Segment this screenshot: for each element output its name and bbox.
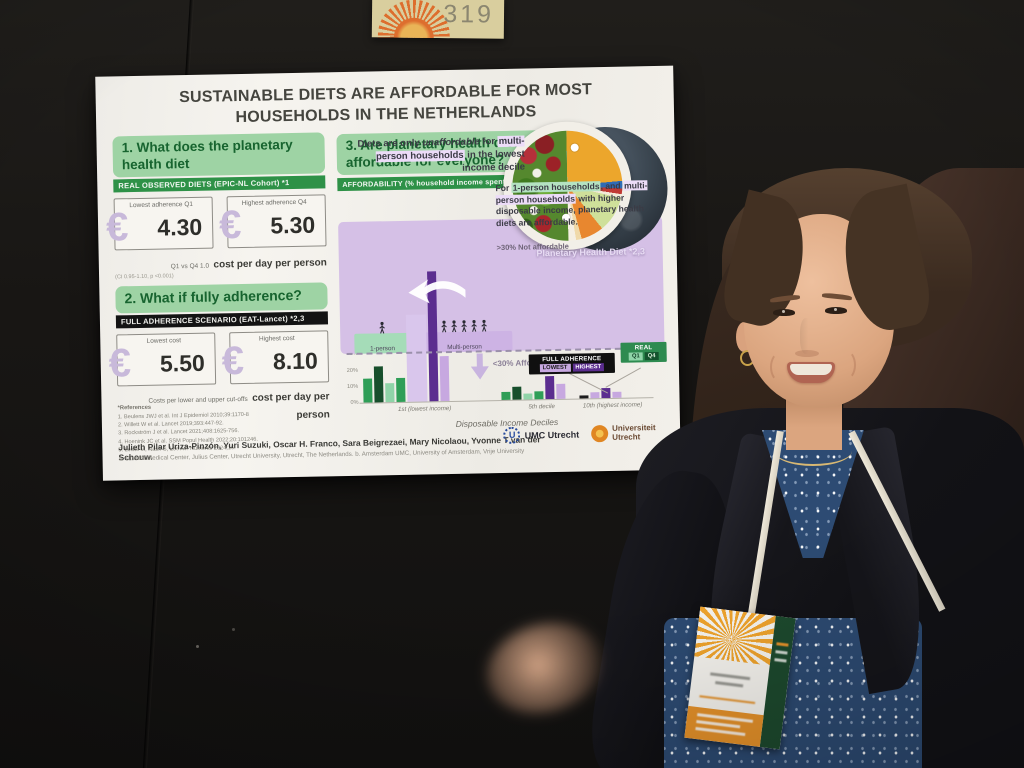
badge-name-line [710, 672, 751, 681]
badge-name-line [715, 681, 744, 687]
teeth [790, 364, 832, 375]
smile [787, 362, 835, 383]
person-icon [354, 321, 410, 335]
person-icon [416, 319, 512, 334]
eye [773, 309, 795, 316]
arrow-left-icon [405, 274, 468, 314]
wall-speck [196, 645, 199, 648]
section3: 3. Are planetary health diets affordable… [336, 120, 669, 434]
one-person-group-box: 1-person [354, 321, 411, 354]
multi-person-group-box: Multi-person [416, 319, 513, 353]
research-poster: SUSTAINABLE DIETS ARE AFFORDABLE FOR MOS… [95, 65, 681, 481]
necklace [774, 436, 852, 466]
not-affordable-panel: 1-person Multi-person [338, 215, 665, 355]
nose [795, 350, 819, 357]
eye [825, 307, 847, 314]
smile-crease [836, 350, 856, 380]
nose [800, 318, 814, 354]
arrow-down-icon [470, 353, 490, 384]
badge-sun-icon [694, 607, 776, 666]
smile-crease [770, 352, 790, 382]
badge-divider [699, 695, 756, 704]
conference-badge [684, 606, 796, 750]
wall-speck [232, 628, 235, 631]
